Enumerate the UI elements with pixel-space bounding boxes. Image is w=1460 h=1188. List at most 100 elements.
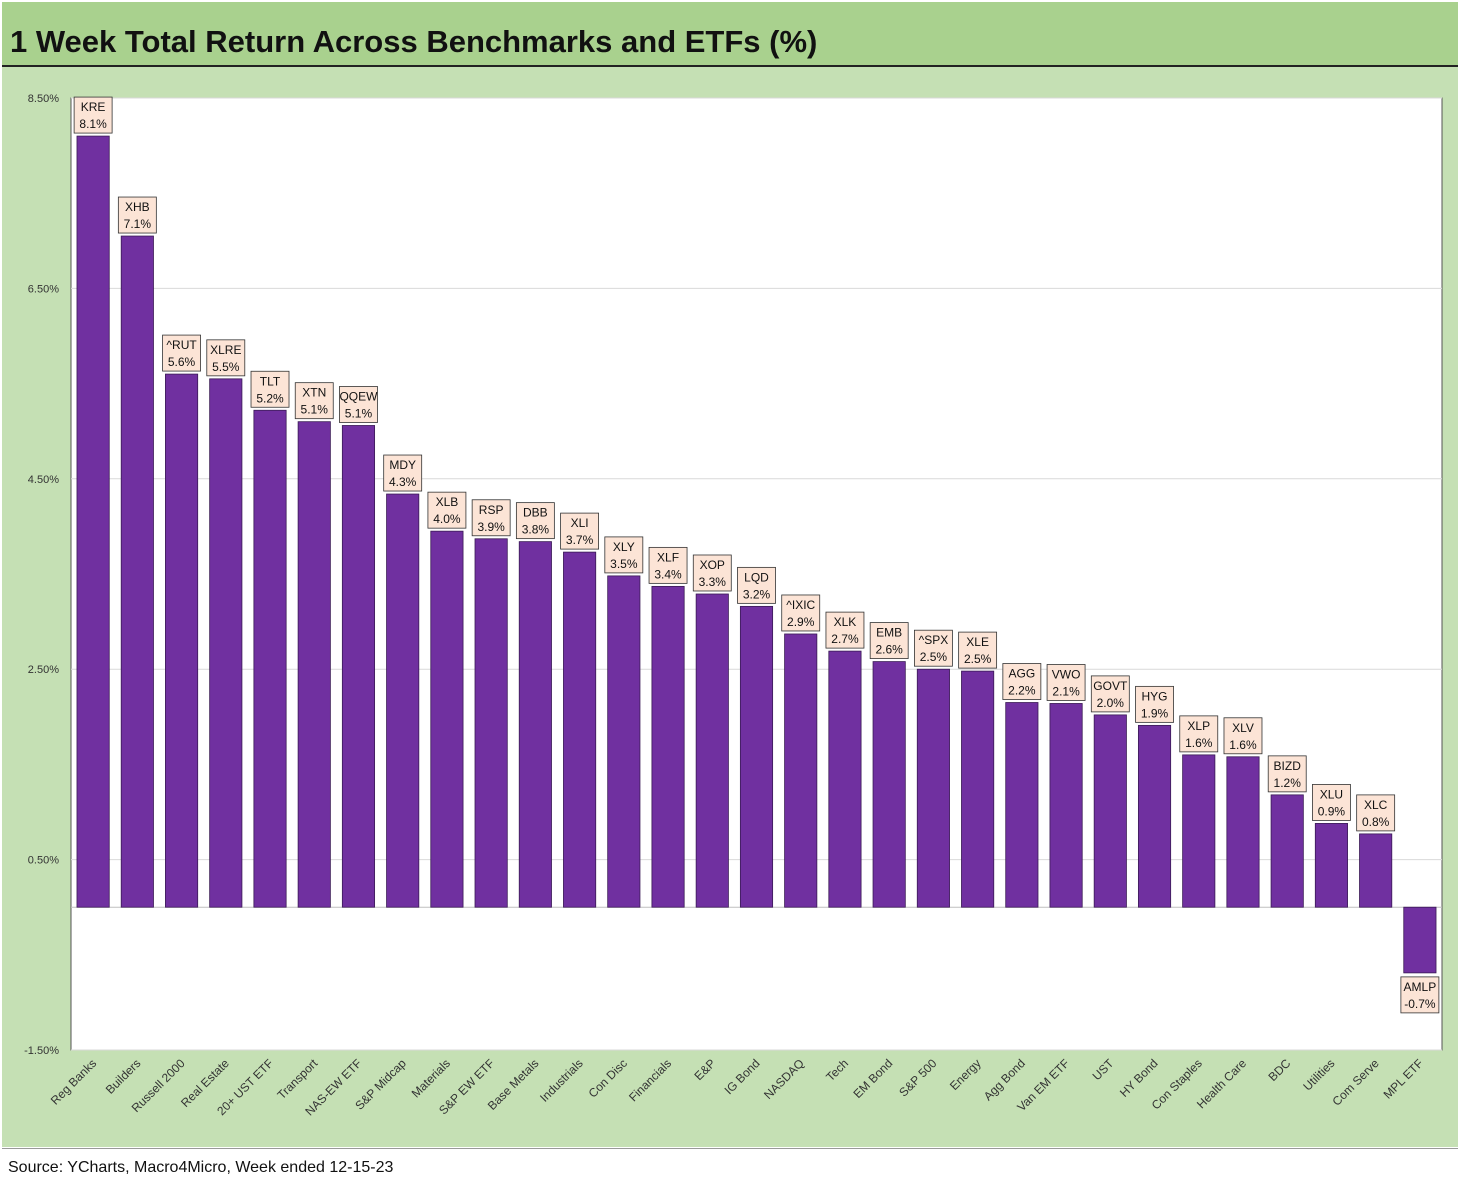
ticker-label: TLT xyxy=(260,374,281,388)
value-label: 2.9% xyxy=(787,615,815,629)
category-label: Utilities xyxy=(1300,1056,1337,1093)
data-label-box xyxy=(1135,685,1174,723)
ticker-label: XLU xyxy=(1320,787,1343,801)
value-label: 2.7% xyxy=(831,632,859,646)
category-label: NASDAQ xyxy=(761,1056,807,1102)
bar-dbb xyxy=(518,541,552,908)
value-label: 3.5% xyxy=(610,557,638,571)
bar-emb xyxy=(872,661,906,908)
category-label: S&P 500 xyxy=(896,1056,939,1099)
data-label-box xyxy=(383,454,423,492)
data-label-box xyxy=(250,370,290,408)
data-label-box xyxy=(1090,675,1130,713)
ticker-label: HYG xyxy=(1142,689,1168,703)
bar-kre xyxy=(76,135,110,908)
bar-rut xyxy=(165,373,199,908)
value-label: 1.9% xyxy=(1141,706,1169,720)
bar-xtn xyxy=(297,421,331,908)
ticker-label: XLC xyxy=(1364,798,1388,812)
data-label-box xyxy=(1223,717,1263,755)
data-label-box xyxy=(1356,794,1396,832)
bar-qqew xyxy=(341,425,376,908)
data-label-box xyxy=(339,386,378,423)
category-label: Industrials xyxy=(537,1056,586,1105)
data-label-box xyxy=(294,382,334,420)
value-label: 3.3% xyxy=(699,575,727,589)
value-label: 5.2% xyxy=(256,391,284,405)
category-label: BDC xyxy=(1266,1056,1294,1084)
ticker-label: GOVT xyxy=(1093,679,1128,693)
bar-xlv xyxy=(1226,756,1260,908)
bar-xlre xyxy=(209,378,243,908)
value-label: 3.2% xyxy=(743,587,771,601)
ticker-label: QQEW xyxy=(339,389,378,403)
category-label: Tech xyxy=(823,1056,851,1084)
data-label-box xyxy=(471,499,511,537)
bar-spx xyxy=(916,668,950,908)
data-label-box xyxy=(737,566,776,604)
source-note: Source: YCharts, Macro4Micro, Week ended… xyxy=(8,1159,394,1176)
bar-agg xyxy=(1005,702,1039,908)
category-label: HY Bond xyxy=(1117,1056,1161,1100)
data-label-box xyxy=(781,594,821,632)
bar-rsp xyxy=(474,538,508,908)
value-label: 2.5% xyxy=(920,650,948,664)
value-label: 8.1% xyxy=(79,117,107,131)
category-label: Energy xyxy=(947,1056,984,1093)
data-label-box xyxy=(869,622,909,659)
value-label: 3.8% xyxy=(522,523,550,537)
data-label-box xyxy=(1179,715,1219,753)
ticker-label: XLV xyxy=(1232,721,1254,735)
value-label: 2.2% xyxy=(1008,684,1036,698)
category-label: Con Disc xyxy=(586,1056,630,1100)
data-label-box xyxy=(692,554,732,592)
ticker-label: XLE xyxy=(966,635,989,649)
value-label: 0.8% xyxy=(1362,815,1390,829)
value-label: 3.7% xyxy=(566,533,594,547)
category-label: Materials xyxy=(409,1056,453,1100)
bar-xlb xyxy=(430,530,464,908)
category-label: MPL ETF xyxy=(1381,1056,1426,1101)
ticker-label: ^RUT xyxy=(166,338,197,352)
bar-lqd xyxy=(739,605,774,908)
value-label: 4.0% xyxy=(433,512,461,526)
value-label: 1.2% xyxy=(1274,776,1302,790)
ticker-label: XLRE xyxy=(210,343,241,357)
value-label: 5.1% xyxy=(301,403,329,417)
bar-xop xyxy=(695,593,729,908)
value-label: 5.6% xyxy=(168,355,196,369)
ticker-label: XLK xyxy=(834,615,857,629)
bar-govt xyxy=(1093,714,1127,908)
category-label: IG Bond xyxy=(722,1056,763,1097)
ticker-label: LQD xyxy=(744,570,769,584)
category-label: Financials xyxy=(626,1056,674,1104)
value-label: 2.1% xyxy=(1052,684,1080,698)
data-label-box xyxy=(825,611,865,649)
category-label: EM Bond xyxy=(850,1056,895,1101)
ticker-label: EMB xyxy=(876,626,902,640)
value-label: 2.0% xyxy=(1097,696,1125,710)
bar-bizd xyxy=(1270,794,1304,908)
ticker-label: XLY xyxy=(613,540,635,554)
ticker-label: DBB xyxy=(523,506,548,520)
ticker-label: AGG xyxy=(1009,667,1036,681)
category-label: Com Serve xyxy=(1329,1056,1382,1109)
ticker-label: XLI xyxy=(571,516,589,530)
data-label-box xyxy=(560,512,599,550)
data-label-box xyxy=(515,502,555,540)
y-tick-label: 4.50% xyxy=(28,474,59,486)
chart-title: 1 Week Total Return Across Benchmarks an… xyxy=(10,24,818,59)
bar-vwo xyxy=(1049,703,1083,908)
data-label-box xyxy=(427,491,467,529)
data-label-box xyxy=(604,536,644,574)
ticker-label: XHB xyxy=(125,200,150,214)
value-label: 4.3% xyxy=(389,475,417,489)
bar-xlk xyxy=(828,650,862,908)
data-label-box xyxy=(206,339,246,377)
bar-xli xyxy=(563,551,597,908)
bar-xle xyxy=(961,670,995,908)
y-tick-label: 8.50% xyxy=(28,93,59,105)
data-label-box xyxy=(73,96,113,134)
ticker-label: RSP xyxy=(479,503,504,517)
